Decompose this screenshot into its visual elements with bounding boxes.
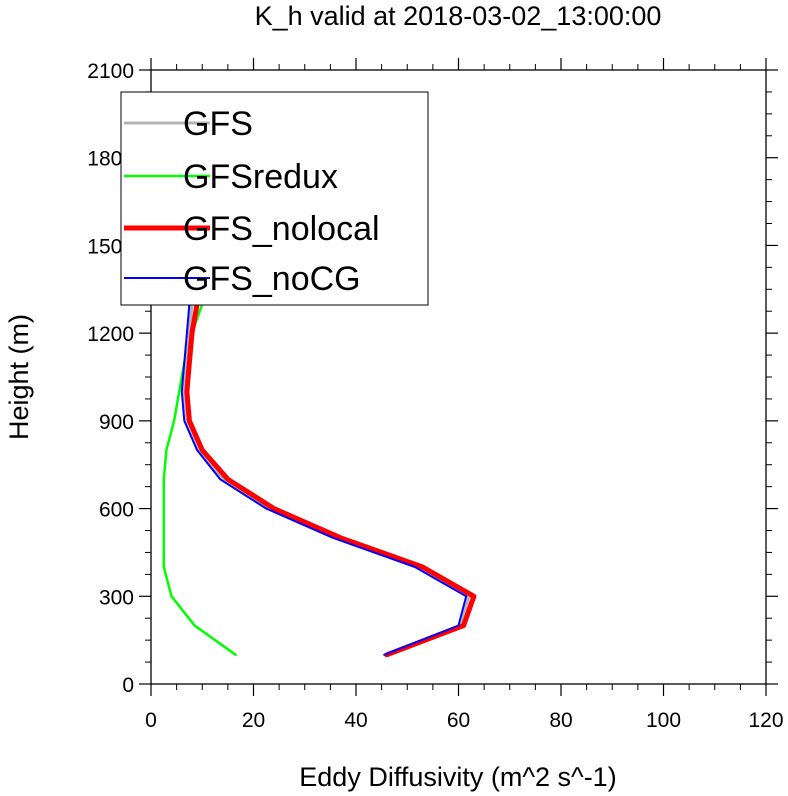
x-tick-label: 120 xyxy=(748,709,783,732)
legend-label-gfs: GFS xyxy=(183,105,253,143)
x-tick-label: 80 xyxy=(549,709,572,732)
legend-label-gfs-nocg: GFS_noCG xyxy=(183,260,361,298)
y-tick-label: 1200 xyxy=(87,323,134,346)
x-tick-label: 40 xyxy=(344,709,367,732)
y-tick-label: 900 xyxy=(99,411,134,434)
legend: GFS GFSredux GFS_nolocal GFS_noCG xyxy=(120,91,429,306)
x-tick-label: 0 xyxy=(145,709,157,732)
legend-box xyxy=(120,91,429,306)
y-tick-label: 2100 xyxy=(87,60,134,83)
legend-label-gfs-nolocal: GFS_nolocal xyxy=(183,210,380,248)
x-tick-label: 60 xyxy=(447,709,470,732)
x-axis-label: Eddy Diffusivity (m^2 s^-1) xyxy=(299,762,616,792)
legend-label-gfsredux: GFSredux xyxy=(183,158,338,196)
y-tick-label: 0 xyxy=(122,674,134,697)
chart-title: K_h valid at 2018-03-02_13:00:00 xyxy=(255,1,662,31)
x-tick-label: 20 xyxy=(242,709,265,732)
y-axis-label: Height (m) xyxy=(4,314,34,440)
ticks-layer: 0 20 40 60 80 100 1200300600900120015001800210… xyxy=(87,58,784,732)
y-tick-label: 300 xyxy=(99,586,134,609)
x-tick-label: 100 xyxy=(646,709,681,732)
y-tick-label: 600 xyxy=(99,499,134,522)
